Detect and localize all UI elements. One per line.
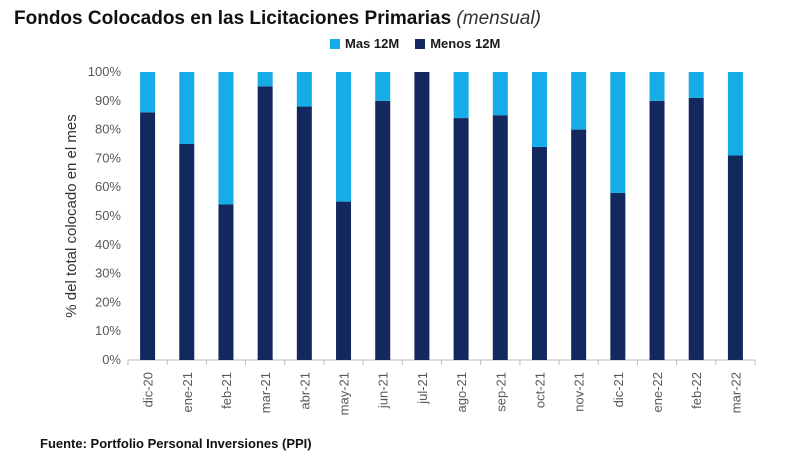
- bar-menos-12m: [688, 97, 704, 361]
- y-tick-label: 10%: [95, 323, 121, 338]
- legend-item-mas12m: Mas 12M: [330, 36, 399, 51]
- bar-menos-12m: [257, 86, 273, 361]
- y-tick-label: 0%: [102, 352, 121, 367]
- bar-menos-12m: [375, 100, 391, 361]
- bar-mas-12m: [727, 72, 743, 156]
- chart-title: Fondos Colocados en las Licitaciones Pri…: [14, 8, 541, 30]
- x-tick-label: dic-21: [611, 372, 626, 407]
- x-tick-label: mar-22: [728, 372, 743, 413]
- x-tick-label: feb-22: [689, 372, 704, 409]
- y-tick-label: 30%: [95, 266, 121, 281]
- y-tick-label: 80%: [95, 122, 121, 137]
- x-tick-label: may-21: [337, 372, 352, 415]
- x-tick-label: feb-21: [219, 372, 234, 409]
- bar-menos-12m: [531, 146, 547, 360]
- x-tick-label: jun-21: [376, 372, 391, 409]
- y-tick-label: 20%: [95, 294, 121, 309]
- chart-subtitle: (mensual): [456, 8, 541, 29]
- y-tick-label: 40%: [95, 237, 121, 252]
- y-axis-label: % del total colocado en el mes: [63, 114, 80, 317]
- y-tick-label: 60%: [95, 179, 121, 194]
- x-tick-label: abr-21: [297, 372, 312, 410]
- bar-mas-12m: [296, 72, 312, 107]
- bar-menos-12m: [414, 72, 430, 360]
- bar-menos-12m: [453, 118, 469, 360]
- bar-mas-12m: [375, 72, 391, 101]
- source-note: Fuente: Portfolio Personal Inversiones (…: [40, 436, 312, 451]
- bar-mas-12m: [218, 72, 234, 205]
- bar-menos-12m: [571, 129, 587, 360]
- legend-swatch-mas12m: [330, 38, 340, 49]
- y-tick-label: 50%: [95, 208, 121, 223]
- bar-mas-12m: [140, 72, 156, 113]
- bar-mas-12m: [453, 72, 469, 119]
- chart-title-main: Fondos Colocados en las Licitaciones Pri…: [14, 8, 452, 29]
- bar-menos-12m: [610, 192, 626, 360]
- bar-menos-12m: [492, 115, 508, 360]
- x-tick-label: sep-21: [493, 372, 508, 412]
- x-tick-label: dic-20: [141, 372, 156, 407]
- bar-menos-12m: [336, 201, 352, 360]
- legend-item-menos12m: Menos 12M: [415, 36, 500, 51]
- bar-menos-12m: [179, 144, 195, 360]
- bar-menos-12m: [649, 100, 665, 361]
- bar-mas-12m: [571, 72, 587, 130]
- bar-menos-12m: [140, 112, 156, 360]
- x-tick-label: ene-21: [180, 372, 195, 412]
- bar-mas-12m: [257, 72, 273, 87]
- x-tick-label: ago-21: [454, 372, 469, 412]
- legend: Mas 12M Menos 12M: [330, 36, 500, 51]
- bar-mas-12m: [610, 72, 626, 193]
- x-tick-label: jul-21: [415, 372, 430, 405]
- bar-menos-12m: [218, 204, 234, 360]
- legend-swatch-menos12m: [415, 38, 426, 49]
- x-tick-label: nov-21: [572, 372, 587, 412]
- bar-menos-12m: [296, 106, 312, 360]
- bar-mas-12m: [492, 72, 508, 116]
- bar-mas-12m: [688, 72, 704, 98]
- bar-mas-12m: [649, 72, 665, 101]
- x-tick-label: oct-21: [532, 372, 547, 408]
- bar-mas-12m: [179, 72, 195, 144]
- bar-menos-12m: [727, 155, 743, 360]
- legend-label-mas12m: Mas 12M: [345, 36, 400, 51]
- y-tick-label: 70%: [95, 150, 121, 165]
- bar-mas-12m: [336, 72, 352, 202]
- x-tick-label: mar-21: [258, 372, 273, 413]
- y-tick-label: 100%: [88, 64, 122, 79]
- y-tick-label: 90%: [95, 93, 121, 108]
- legend-label-menos12m: Menos 12M: [430, 36, 501, 51]
- x-tick-label: ene-22: [650, 372, 665, 412]
- bar-mas-12m: [531, 72, 547, 147]
